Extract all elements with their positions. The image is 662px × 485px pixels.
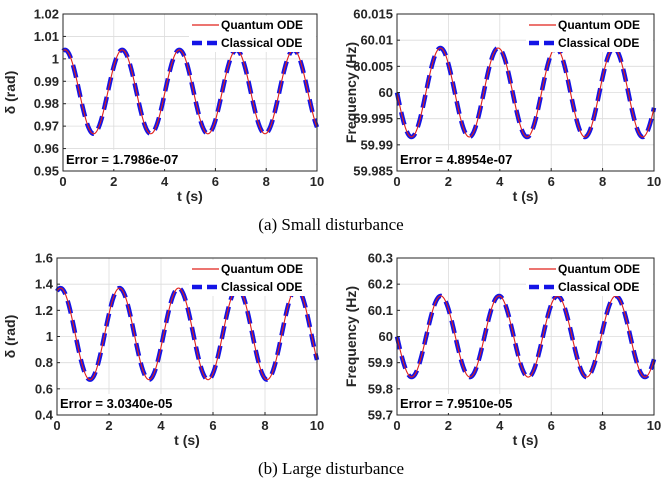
x-tick-label: 2 <box>445 418 452 433</box>
y-tick-label: 60.005 <box>353 59 393 74</box>
y-tick-label: 1.01 <box>34 29 59 44</box>
y-tick-label: 0.4 <box>35 408 54 423</box>
y-tick-label: 59.99 <box>360 137 393 152</box>
legend-label-quantum-ode: Quantum ODE <box>221 262 303 276</box>
x-axis-label: t (s) <box>174 432 200 448</box>
y-axis-label: Frequency (Hz) <box>343 286 359 387</box>
y-tick-label: 0.95 <box>34 164 59 179</box>
y-tick-label: 59.7 <box>368 408 393 423</box>
legend-label-classical-ode: Classical ODE <box>221 280 302 294</box>
y-tick-label: 1.6 <box>35 251 53 266</box>
x-tick-label: 0 <box>53 418 60 433</box>
caption-b: (b) Large disturbance <box>258 459 404 478</box>
error-annotation-bg <box>58 394 191 413</box>
error-annotation: Error = 4.8954e-07 <box>400 152 512 167</box>
series-line-quantum-ode <box>396 295 655 378</box>
x-tick-label: 6 <box>212 174 219 189</box>
x-tick-label: 10 <box>310 174 324 189</box>
y-tick-label: 60.1 <box>368 303 393 318</box>
error-annotation: Error = 3.0340e-05 <box>60 396 172 411</box>
y-tick-label: 60 <box>379 85 393 100</box>
y-tick-label: 59.985 <box>353 164 393 179</box>
caption-a: (a) Small disturbance <box>258 215 403 234</box>
y-tick-label: 60.015 <box>353 7 393 22</box>
legend-label-classical-ode: Classical ODE <box>558 280 639 294</box>
error-annotation-bg <box>398 150 531 169</box>
x-tick-label: 10 <box>647 418 661 433</box>
axes-frame <box>62 13 318 172</box>
x-tick-label: 6 <box>548 418 555 433</box>
series-line-quantum-ode <box>56 287 318 381</box>
y-tick-label: 0.97 <box>34 119 59 134</box>
error-annotation-bg <box>398 394 531 413</box>
panel-b-right: 0 2 4 6 8 10 59.7 59.8 59.9 60 60.1 60.2 60.3 t (s) Fr… <box>343 251 661 449</box>
error-annotation: Error = 7.9510e-05 <box>400 396 512 411</box>
x-tick-label: 4 <box>157 418 165 433</box>
y-tick-label: 1.4 <box>35 277 54 292</box>
y-axis-label: Frequency (Hz) <box>343 42 359 143</box>
y-tick-label: 1 <box>46 329 53 344</box>
y-tick-label: 0.6 <box>35 381 53 396</box>
x-tick-label: 6 <box>209 418 216 433</box>
y-tick-label: 59.8 <box>368 381 393 396</box>
y-tick-label: 59.9 <box>368 355 393 370</box>
y-tick-label: 60.3 <box>368 251 393 266</box>
y-tick-label: 59.995 <box>353 111 393 126</box>
y-tick-label: 0.99 <box>34 74 59 89</box>
x-axis-label: t (s) <box>177 188 203 204</box>
y-tick-label: 0.96 <box>34 141 59 156</box>
panel-a-right: 0 2 4 6 8 10 59.985 59.99 59.995 60 60.005 60.01 60.… <box>343 7 661 205</box>
legend-label-classical-ode: Classical ODE <box>221 36 302 50</box>
x-tick-label: 2 <box>105 418 112 433</box>
y-axis-label: δ (rad) <box>2 71 18 115</box>
legend-label-quantum-ode: Quantum ODE <box>558 262 640 276</box>
panel-a-left: 0 2 4 6 8 10 0.95 0.96 0.97 0.98 0.99 1 1.01 1.02 t (s… <box>2 7 324 205</box>
legend-label-quantum-ode: Quantum ODE <box>221 18 303 32</box>
y-tick-label: 0.8 <box>35 355 53 370</box>
x-axis-label: t (s) <box>513 188 539 204</box>
y-axis-label: δ (rad) <box>2 315 18 359</box>
y-tick-label: 1.02 <box>34 7 59 22</box>
x-tick-label: 4 <box>496 418 504 433</box>
legend-box <box>189 16 316 52</box>
panel-b-left: 0 2 4 6 8 10 0.4 0.6 0.8 1 1.2 1.4 1.6 t (s) δ (rad) Qu… <box>2 251 324 449</box>
y-tick-label: 60 <box>379 329 393 344</box>
x-tick-label: 10 <box>310 418 324 433</box>
y-tick-label: 60.01 <box>360 33 393 48</box>
y-tick-label: 60.2 <box>368 277 393 292</box>
x-tick-label: 8 <box>261 418 268 433</box>
x-tick-label: 2 <box>445 174 452 189</box>
y-tick-label: 0.98 <box>34 96 59 111</box>
x-tick-label: 0 <box>59 174 66 189</box>
legend-label-quantum-ode: Quantum ODE <box>558 18 640 32</box>
legend-label-classical-ode: Classical ODE <box>558 36 639 50</box>
x-axis-label: t (s) <box>513 432 539 448</box>
x-tick-label: 8 <box>599 418 606 433</box>
legend-box <box>526 16 653 52</box>
x-tick-label: 8 <box>599 174 606 189</box>
legend-box <box>189 260 316 296</box>
series-line-quantum-ode <box>62 49 318 135</box>
x-tick-label: 2 <box>110 174 117 189</box>
x-tick-label: 4 <box>496 174 504 189</box>
error-annotation: Error = 1.7986e-07 <box>66 152 178 167</box>
x-tick-label: 4 <box>161 174 169 189</box>
x-tick-label: 6 <box>548 174 555 189</box>
y-tick-label: 1 <box>52 51 59 66</box>
y-tick-label: 1.2 <box>35 303 53 318</box>
x-tick-label: 8 <box>263 174 270 189</box>
x-tick-label: 0 <box>393 174 400 189</box>
legend-box <box>526 260 653 296</box>
error-annotation-bg <box>64 150 197 169</box>
x-tick-label: 0 <box>393 418 400 433</box>
x-tick-label: 10 <box>647 174 661 189</box>
